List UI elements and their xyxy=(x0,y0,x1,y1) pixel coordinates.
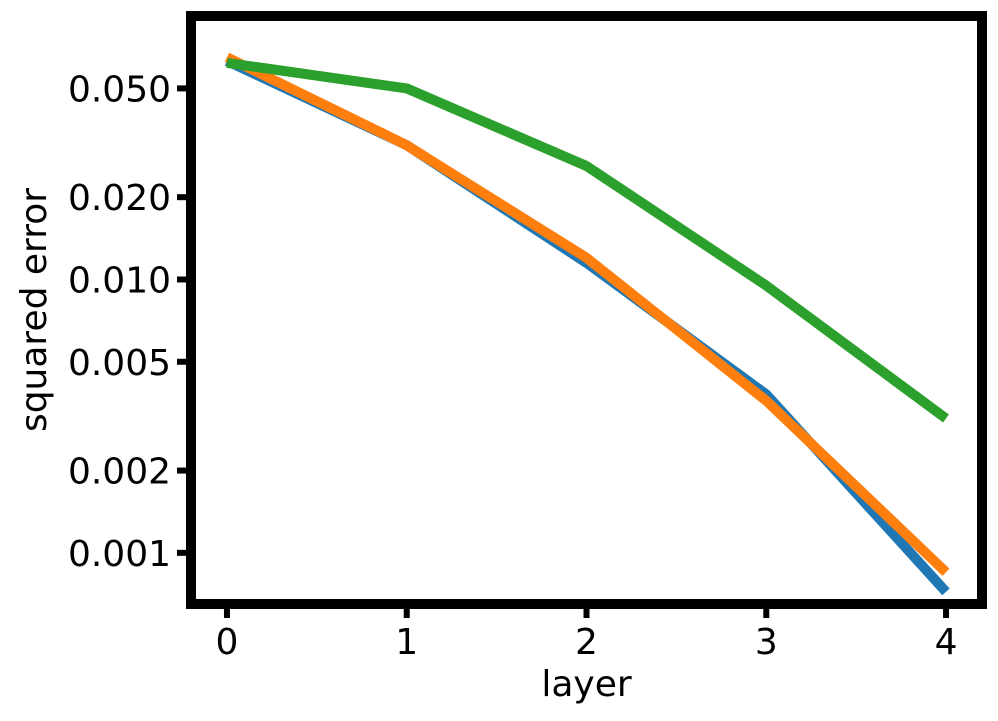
x-tick-label: 1 xyxy=(395,622,418,663)
y-tick-label: 0.005 xyxy=(68,343,171,384)
x-tick-label: 4 xyxy=(935,622,958,663)
plot-frame xyxy=(186,11,987,609)
x-tick-label: 2 xyxy=(575,622,598,663)
y-tick-label: 0.002 xyxy=(68,452,171,493)
x-tick-label: 3 xyxy=(755,622,778,663)
series-line-2 xyxy=(224,52,950,576)
series-layer xyxy=(224,52,950,596)
y-axis-label: squared error xyxy=(14,188,55,432)
series-line-1 xyxy=(224,56,950,596)
series-line-3 xyxy=(226,57,949,423)
ticks-layer: 0 1 2 3 4 0.001 0.002 0.005 0.010 0.020 0.050 xyxy=(68,69,958,663)
y-tick-label: 0.050 xyxy=(68,69,171,110)
x-tick-label: 0 xyxy=(216,622,239,663)
y-tick-label: 0.001 xyxy=(68,534,171,575)
y-tick-label: 0.010 xyxy=(68,260,171,301)
y-tick-label: 0.020 xyxy=(68,178,171,219)
x-axis-label: layer xyxy=(541,664,632,705)
